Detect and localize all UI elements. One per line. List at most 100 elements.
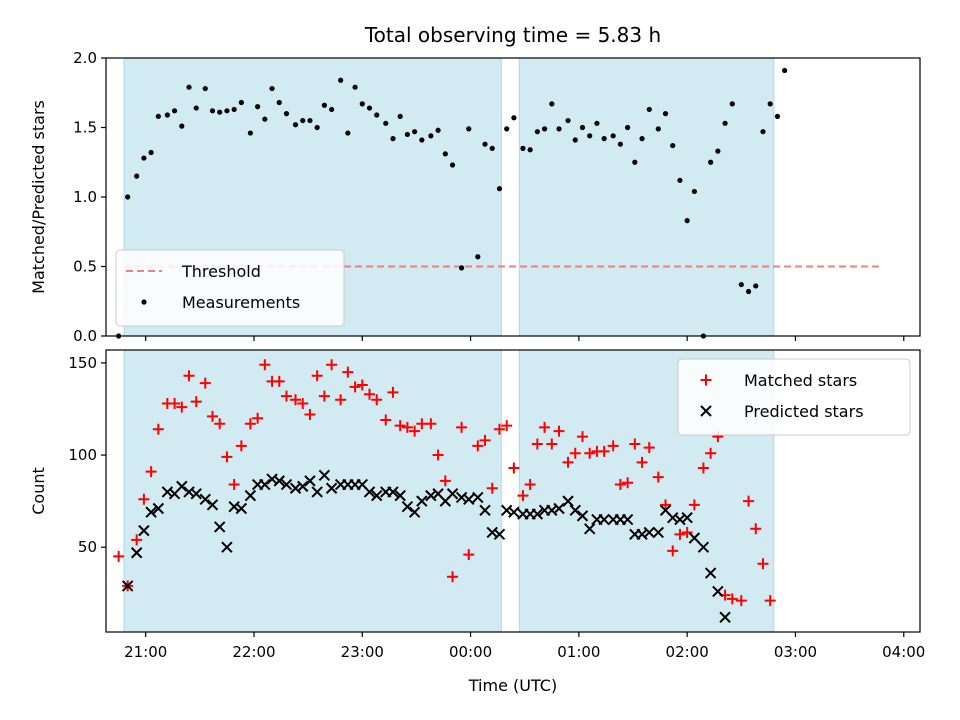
measurements-point xyxy=(601,136,607,142)
legend-label: Matched stars xyxy=(744,371,857,390)
predicted-stars-point xyxy=(643,526,655,539)
measurements-point xyxy=(482,141,488,147)
measurements-point xyxy=(428,133,434,139)
matched-stars-point xyxy=(138,493,150,505)
matched-stars-point xyxy=(235,440,247,452)
predicted-stars-point xyxy=(152,502,165,515)
measurements-point xyxy=(171,108,178,114)
matched-stars-point xyxy=(259,359,271,371)
matched-stars-point xyxy=(764,595,776,607)
legend-marker xyxy=(700,374,712,386)
matched-stars-point xyxy=(531,438,543,450)
measurements-point xyxy=(625,124,631,131)
y-tick-label: 50 xyxy=(78,538,97,556)
measurements-point xyxy=(338,77,344,83)
y-tick-label: 0.5 xyxy=(73,258,97,276)
legend-label: Threshold xyxy=(181,262,261,281)
matched-stars-point xyxy=(199,377,211,389)
predicted-stars-point xyxy=(138,524,150,537)
matched-stars-point xyxy=(318,390,330,402)
measurements-point xyxy=(125,194,131,200)
predicted-stars-point xyxy=(259,478,271,491)
measurements-point xyxy=(504,126,510,132)
measurements-point xyxy=(767,101,773,107)
predicted-stars-point xyxy=(583,523,596,535)
measurements-point xyxy=(300,117,306,124)
legend-label: Predicted stars xyxy=(744,402,864,421)
matched-stars-point xyxy=(447,571,459,583)
matched-stars-point xyxy=(297,397,309,409)
x-tick-label: 21:00 xyxy=(124,643,167,661)
matched-stars-point xyxy=(304,409,316,421)
measurements-point xyxy=(632,159,638,165)
y-tick-label: 1.0 xyxy=(73,188,97,206)
matched-stars-point xyxy=(688,499,700,511)
measurements-point xyxy=(383,120,389,126)
matched-stars-point xyxy=(273,375,285,387)
measurements-point xyxy=(292,122,299,128)
measurements-point xyxy=(345,130,351,136)
measurements-point xyxy=(397,113,403,119)
legend: Matched stars Predicted stars xyxy=(677,358,911,436)
matched-stars-point xyxy=(486,482,498,494)
matched-stars-point xyxy=(501,420,513,432)
predicted-stars-point xyxy=(304,475,316,487)
matched-stars-point xyxy=(394,420,406,432)
matched-stars-point xyxy=(629,438,641,450)
predicted-stars-point xyxy=(479,504,491,517)
measurements-point xyxy=(579,124,586,131)
matched-stars-point xyxy=(131,534,143,546)
matched-stars-point xyxy=(290,394,302,406)
measurements-point xyxy=(155,113,161,119)
matched-stars-point xyxy=(576,431,588,443)
measurements-point xyxy=(193,105,199,111)
matched-stars-point xyxy=(349,381,361,393)
measurements-point xyxy=(352,84,358,90)
measurements-point xyxy=(148,149,154,156)
matched-stars-point xyxy=(169,397,181,409)
matched-stars-point xyxy=(387,386,399,398)
y-tick-label: 0.0 xyxy=(73,327,97,345)
measurements-point xyxy=(276,99,282,106)
measurements-point xyxy=(670,142,676,149)
predicted-stars-point xyxy=(401,500,414,513)
matched-stars-point xyxy=(280,390,292,402)
measurements-point xyxy=(164,112,170,118)
matched-stars-point xyxy=(479,434,491,446)
predicted-stars-point xyxy=(681,512,693,524)
measurements-point xyxy=(556,126,562,132)
matched-stars-point xyxy=(569,447,581,459)
matched-stars-point xyxy=(539,421,551,433)
measurements-point xyxy=(209,108,216,114)
measurements-point xyxy=(527,147,533,153)
matched-stars-point xyxy=(335,394,347,406)
matched-stars-point xyxy=(667,545,679,557)
measurements-point xyxy=(390,136,396,142)
predicted-stars-point xyxy=(493,528,506,541)
matched-stars-point xyxy=(113,550,125,562)
matched-stars-point xyxy=(562,456,574,468)
matched-stars-point xyxy=(652,471,664,483)
matched-stars-point xyxy=(432,449,444,461)
chart-title: Total observing time = 5.83 h xyxy=(364,23,661,47)
predicted-stars-point xyxy=(297,480,309,493)
matched-stars-point xyxy=(364,388,376,400)
measurements-point xyxy=(774,113,781,119)
measurements-point xyxy=(489,145,495,151)
matched-stars-point xyxy=(145,466,157,478)
measurements-point xyxy=(745,288,752,295)
measurements-point xyxy=(594,120,600,126)
predicted-stars-point xyxy=(325,482,338,494)
predicted-stars-point xyxy=(145,506,157,518)
measurements-point xyxy=(419,137,425,143)
matched-stars-point xyxy=(508,462,520,474)
y-tick-label: 1.5 xyxy=(73,119,97,137)
measurements-point xyxy=(511,115,517,121)
measurements-point xyxy=(782,67,788,74)
predicted-stars-point xyxy=(130,547,143,559)
measurements-point xyxy=(708,159,714,165)
predicted-stars-point xyxy=(273,475,285,487)
predicted-stars-point xyxy=(719,611,731,623)
matched-stars-point xyxy=(705,447,717,459)
matched-stars-point xyxy=(409,425,421,437)
